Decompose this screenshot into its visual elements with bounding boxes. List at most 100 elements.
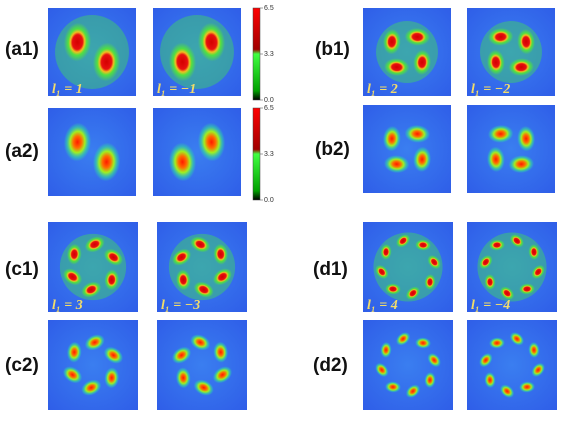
lobe bbox=[168, 42, 197, 82]
caption: l₁ = −1 bbox=[157, 82, 196, 97]
intensity-image bbox=[467, 320, 557, 410]
lobe bbox=[382, 29, 401, 55]
lobe bbox=[212, 366, 233, 384]
lobe bbox=[213, 243, 229, 265]
colorbar-tick-label: 3.3 bbox=[264, 151, 274, 158]
lobe bbox=[103, 248, 124, 266]
colorbar-tick-label: 0.0 bbox=[264, 197, 274, 204]
intensity-image bbox=[363, 105, 451, 193]
lobe bbox=[81, 281, 102, 298]
image-background bbox=[363, 8, 451, 96]
lobe bbox=[104, 269, 120, 291]
intensity-image bbox=[157, 320, 247, 410]
caption: l₁ = 3 bbox=[52, 298, 83, 313]
image-background bbox=[153, 8, 241, 96]
image-background bbox=[48, 8, 136, 96]
lobe bbox=[81, 379, 102, 396]
lobe bbox=[385, 381, 401, 393]
lobe bbox=[171, 248, 192, 266]
panel-label: (d1) bbox=[313, 259, 348, 280]
colorbar bbox=[252, 7, 261, 101]
lobe bbox=[84, 236, 105, 253]
lobe bbox=[531, 362, 545, 377]
caption: l₁ = −2 bbox=[471, 82, 510, 97]
colorbar-tick-label: 6.5 bbox=[264, 105, 274, 112]
colorbar bbox=[252, 107, 261, 201]
colorbar-tick-label: 6.5 bbox=[264, 5, 274, 12]
halo bbox=[376, 21, 438, 83]
lobe bbox=[405, 384, 420, 398]
lobe bbox=[405, 286, 420, 300]
intensity-image bbox=[467, 105, 555, 193]
lobe bbox=[489, 337, 505, 349]
lobe bbox=[484, 274, 496, 290]
lobe bbox=[415, 239, 431, 251]
caption: l₁ = −4 bbox=[471, 298, 510, 313]
image-background bbox=[363, 105, 451, 193]
lobe bbox=[519, 381, 535, 393]
caption: l₁ = 4 bbox=[367, 298, 398, 313]
intensity-image bbox=[363, 8, 451, 96]
lobe bbox=[489, 239, 505, 251]
lobe bbox=[384, 58, 410, 77]
lobe bbox=[479, 353, 493, 368]
lobe bbox=[415, 337, 431, 349]
colorbar-tick-label: 0.0 bbox=[264, 97, 274, 104]
image-background bbox=[153, 108, 241, 196]
lobe bbox=[84, 334, 105, 351]
panel-label: (c2) bbox=[5, 355, 39, 376]
image-background bbox=[48, 108, 136, 196]
lobe bbox=[193, 281, 214, 298]
lobe bbox=[380, 342, 392, 358]
image-background bbox=[467, 8, 555, 96]
lobe bbox=[212, 268, 233, 286]
lobe bbox=[413, 49, 432, 75]
intensity-image bbox=[48, 222, 138, 312]
lobe bbox=[190, 236, 211, 253]
lobe bbox=[63, 122, 92, 162]
lobe bbox=[528, 244, 540, 260]
image-background bbox=[157, 222, 247, 312]
lobe bbox=[63, 22, 92, 62]
image-background bbox=[467, 105, 555, 193]
colorbar-tick-label: 3.3 bbox=[264, 51, 274, 58]
lobe bbox=[92, 142, 121, 182]
lobe bbox=[66, 341, 82, 363]
lobe bbox=[486, 146, 505, 172]
lobe bbox=[528, 342, 540, 358]
intensity-image bbox=[153, 108, 241, 196]
panel-label: (d2) bbox=[313, 355, 348, 376]
lobe bbox=[197, 122, 226, 162]
lobe bbox=[424, 274, 436, 290]
intensity-image bbox=[48, 320, 138, 410]
lobe bbox=[413, 146, 432, 172]
lobe bbox=[500, 384, 515, 398]
lobe bbox=[404, 27, 430, 46]
lobe bbox=[375, 264, 389, 279]
panel-label: (b2) bbox=[315, 139, 350, 160]
lobe bbox=[385, 283, 401, 295]
lobe bbox=[193, 379, 214, 396]
image-background bbox=[48, 320, 138, 410]
lobe bbox=[168, 142, 197, 182]
lobe bbox=[519, 283, 535, 295]
intensity-image bbox=[48, 8, 136, 96]
intensity-image bbox=[157, 222, 247, 312]
lobe bbox=[382, 126, 401, 152]
lobe bbox=[427, 353, 441, 368]
intensity-image bbox=[363, 222, 453, 312]
lobe bbox=[396, 332, 411, 346]
lobe bbox=[531, 264, 545, 279]
lobe bbox=[508, 155, 534, 174]
panel-label: (a1) bbox=[5, 39, 39, 60]
lobe bbox=[484, 372, 496, 388]
intensity-image bbox=[153, 8, 241, 96]
lobe bbox=[62, 366, 83, 384]
lobe bbox=[508, 58, 534, 77]
lobe bbox=[486, 49, 505, 75]
image-background bbox=[157, 320, 247, 410]
caption: l₁ = −3 bbox=[161, 298, 200, 313]
panel-label: (b1) bbox=[315, 39, 350, 60]
lobe bbox=[66, 243, 82, 265]
